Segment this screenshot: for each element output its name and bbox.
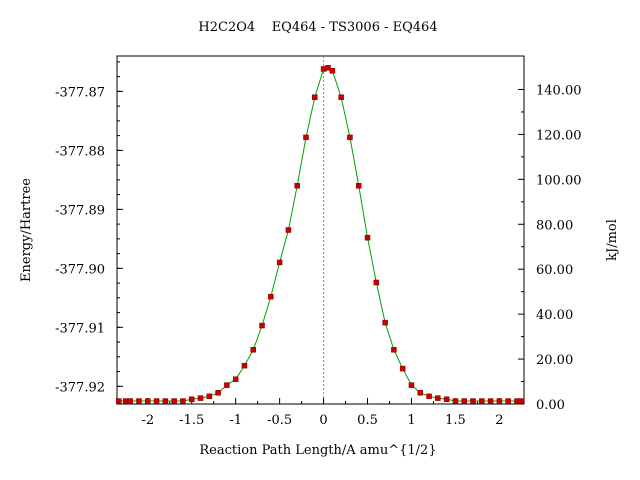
y-left-tick-label: -377.90	[55, 262, 105, 277]
data-point	[224, 382, 230, 388]
data-point	[452, 398, 459, 404]
x-tick-label: 0	[319, 413, 327, 428]
data-point	[364, 234, 371, 241]
data-point	[470, 398, 476, 404]
x-tick-label: -0.5	[267, 413, 292, 428]
data-point	[259, 322, 265, 329]
data-point	[145, 398, 151, 404]
data-point	[250, 346, 257, 353]
y-axis-label-right: kJ/mol	[605, 219, 620, 261]
y-left-tick-label: -377.92	[55, 380, 105, 395]
y-right-tick-label: 40.00	[536, 308, 573, 323]
marker-layer	[116, 65, 525, 404]
y-right-tick-label: 100.00	[536, 173, 582, 188]
data-point	[312, 94, 318, 101]
y-right-tick-label: 120.00	[536, 128, 582, 143]
data-point	[443, 396, 450, 403]
data-point	[206, 393, 213, 400]
data-point	[153, 398, 160, 404]
data-point	[197, 395, 204, 401]
data-point	[382, 319, 388, 326]
data-point	[285, 227, 292, 233]
data-point	[116, 398, 122, 404]
y-right-tick-label: 0.00	[536, 398, 565, 413]
y-right-tick-label: 80.00	[536, 218, 573, 233]
data-point	[355, 183, 362, 189]
data-point	[347, 134, 353, 141]
x-tick-label: 0.5	[357, 413, 378, 428]
data-point	[338, 94, 344, 101]
data-point	[268, 293, 274, 300]
x-tick-label: 1	[407, 413, 415, 428]
x-tick-label: -1	[229, 413, 242, 428]
data-point	[329, 67, 336, 74]
y-left-axis-ticks: -377.87 -377.88 -377.89 -377.90 -377.91 -377.…	[55, 61, 123, 402]
data-point	[162, 398, 169, 404]
data-point	[479, 398, 485, 404]
data-point	[487, 398, 494, 404]
series-layer	[118, 67, 522, 402]
y-right-axis-ticks: 0.00 20.00 40.00 60.00 80.00 100.00 120.00 140.…	[518, 83, 582, 413]
data-point	[232, 376, 239, 382]
data-point	[435, 395, 441, 401]
data-point	[276, 259, 283, 266]
chart-title: H2C2O4 EQ464 - TS3006 - EQ464	[198, 20, 437, 35]
data-point	[518, 398, 525, 404]
data-point	[215, 390, 221, 396]
y-left-tick-label: -377.89	[55, 203, 105, 218]
data-point	[408, 382, 415, 388]
data-point	[373, 279, 380, 286]
data-point	[127, 398, 133, 404]
data-point	[303, 134, 309, 141]
data-point	[241, 362, 248, 369]
data-point	[496, 398, 503, 404]
y-left-tick-label: -377.91	[55, 321, 105, 336]
plot-frame	[116, 55, 525, 405]
data-point	[505, 398, 511, 404]
x-tick-label: 1.5	[445, 413, 466, 428]
y-right-tick-label: 140.00	[536, 83, 582, 98]
data-point	[188, 396, 195, 403]
x-tick-label: 2	[495, 413, 503, 428]
data-point	[136, 398, 142, 404]
data-point	[391, 346, 397, 353]
data-point	[294, 183, 300, 189]
y-right-tick-label: 20.00	[536, 353, 573, 368]
data-point	[171, 398, 177, 404]
y-right-tick-label: 60.00	[536, 263, 573, 278]
data-point	[180, 398, 186, 404]
x-tick-label: -2	[141, 413, 154, 428]
data-point	[399, 365, 406, 372]
y-axis-label-left: Energy/Hartree	[19, 178, 34, 282]
data-point	[426, 393, 432, 400]
energy-curve	[118, 67, 522, 402]
x-axis-label: Reaction Path Length/A amu^{1/2}	[199, 443, 436, 458]
x-tick-label: -1.5	[179, 413, 204, 428]
y-left-tick-label: -377.88	[55, 144, 105, 159]
data-point	[325, 65, 331, 71]
data-point	[417, 390, 424, 396]
data-point	[461, 398, 467, 404]
y-left-tick-label: -377.87	[55, 85, 105, 100]
